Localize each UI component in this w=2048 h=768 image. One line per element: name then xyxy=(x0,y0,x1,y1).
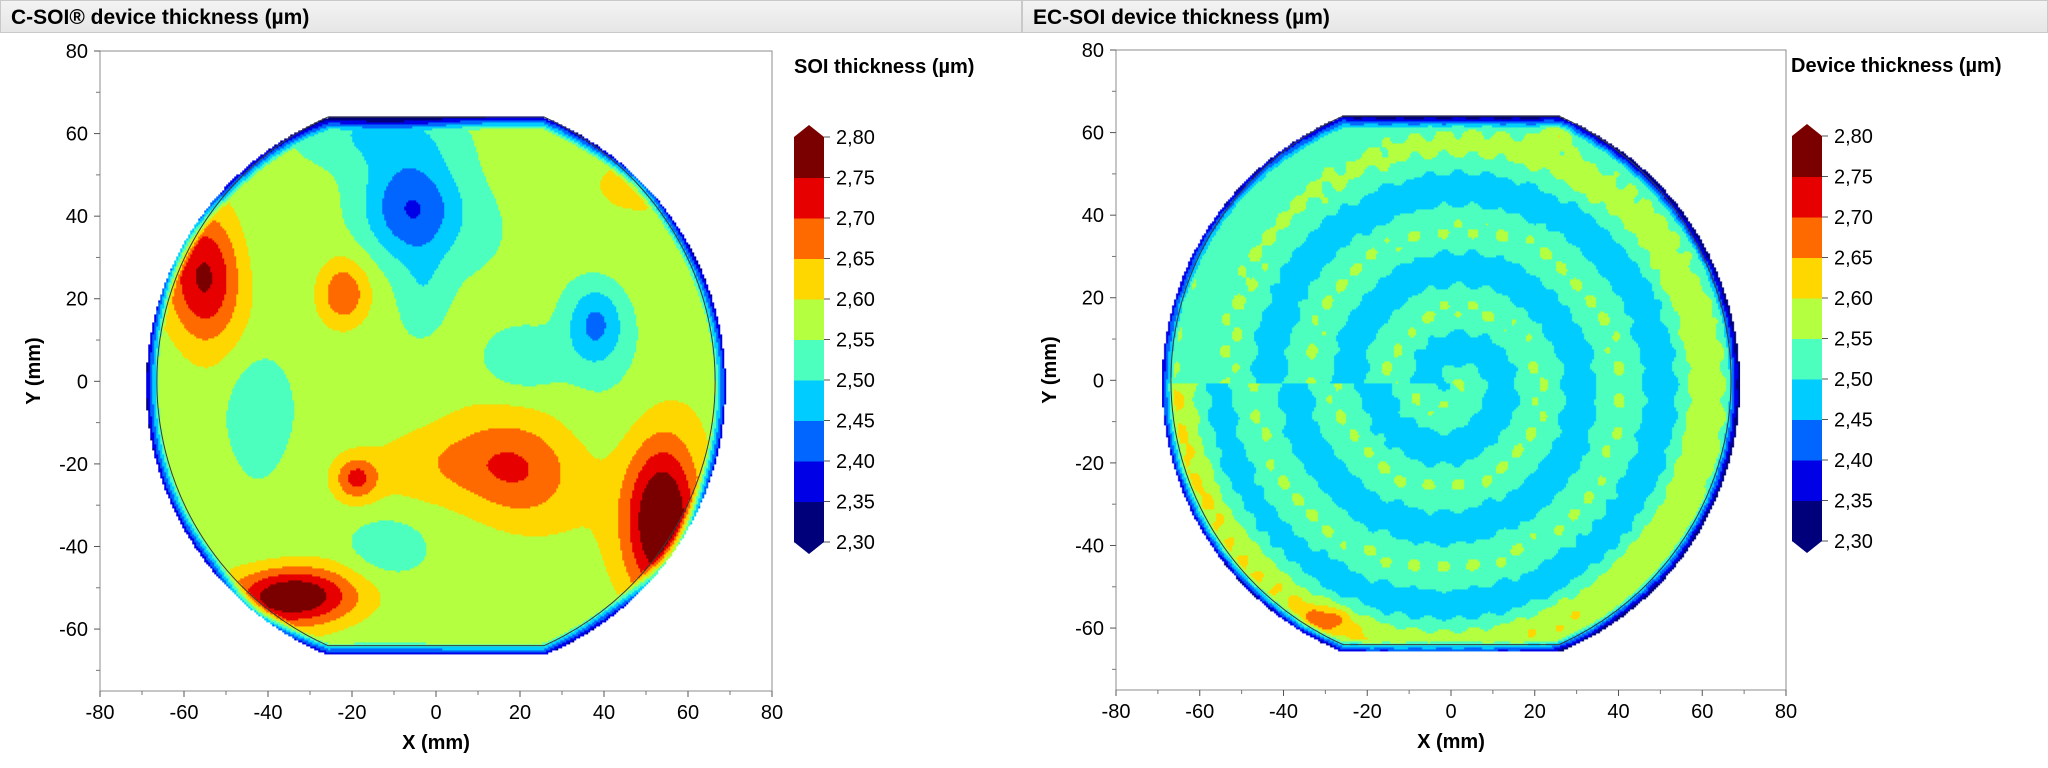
x-tick-label: 40 xyxy=(1607,701,1629,723)
colorbar-segment xyxy=(1792,136,1822,177)
y-tick-label: 0 xyxy=(77,371,88,393)
x-tick-label: 0 xyxy=(430,702,441,724)
x-tick-label: -40 xyxy=(254,702,283,724)
x-tick-label: 20 xyxy=(509,702,531,724)
colorbar-label: 2,45 xyxy=(1834,410,1873,432)
colorbar-bottom-cap xyxy=(1792,541,1822,553)
left-panel-title: C-SOI® device thickness (µm) xyxy=(0,0,1022,33)
colorbar-label: 2,75 xyxy=(1834,167,1873,189)
colorbar-segment xyxy=(794,218,824,259)
thickness-heatmap xyxy=(146,96,727,677)
y-tick-label: 40 xyxy=(66,206,88,228)
colorbar-segment xyxy=(794,380,824,421)
colorbar-segment xyxy=(1792,176,1822,218)
x-tick-label: -80 xyxy=(86,702,115,724)
colorbar-segment xyxy=(794,137,824,178)
colorbar-label: 2,65 xyxy=(836,249,875,271)
colorbar-segment xyxy=(794,177,824,219)
colorbar-label: 2,30 xyxy=(836,532,875,554)
y-tick-label: 60 xyxy=(66,124,88,146)
y-tick-label: 20 xyxy=(1082,288,1104,310)
x-tick-label: 60 xyxy=(1691,701,1713,723)
colorbar-title: SOI thickness (µm) xyxy=(794,56,974,78)
colorbar-segment xyxy=(1792,379,1822,420)
y-tick-label: 40 xyxy=(1082,205,1104,227)
ec-soi-thickness-map: -80 -60 -40 -20 0 20 40 60 80 -60 -40 -20 0 20 40 60 80 X… xyxy=(1039,40,2002,753)
x-tick-label: 20 xyxy=(1524,701,1546,723)
x-tick-label: -20 xyxy=(338,702,367,724)
y-tick-label: 0 xyxy=(1093,370,1104,392)
colorbar-label: 2,40 xyxy=(836,451,875,473)
y-tick-label: 60 xyxy=(1082,123,1104,145)
x-axis-label: X (mm) xyxy=(402,732,470,754)
x-tick-label: -80 xyxy=(1102,701,1131,723)
y-axis-label: Y (mm) xyxy=(23,337,45,404)
x-tick-label: 0 xyxy=(1445,701,1456,723)
y-tick-label: -20 xyxy=(59,454,88,476)
x-tick-label: -60 xyxy=(1185,701,1214,723)
colorbar-top-cap xyxy=(1792,124,1822,136)
y-tick-label: -60 xyxy=(59,619,88,641)
x-tick-label: 80 xyxy=(1775,701,1797,723)
wafer-outline xyxy=(156,116,716,647)
colorbar-label: 2,55 xyxy=(836,330,875,352)
colorbar-segment xyxy=(794,258,824,300)
x-tick-label: 60 xyxy=(677,702,699,724)
y-tick-label: -40 xyxy=(59,536,88,558)
thickness-heatmap xyxy=(1162,95,1741,674)
colorbar-label: 2,60 xyxy=(1834,288,1873,310)
colorbar-label: 2,65 xyxy=(1834,248,1873,270)
y-tick-label: -60 xyxy=(1075,618,1104,640)
colorbar-title: Device thickness (µm) xyxy=(1791,55,2002,77)
colorbar-label: 2,40 xyxy=(1834,450,1873,472)
colorbar-label: 2,50 xyxy=(1834,369,1873,391)
colorbar-label: 2,30 xyxy=(1834,531,1873,553)
y-tick-label: -20 xyxy=(1075,453,1104,475)
colorbar-label: 2,70 xyxy=(836,208,875,230)
colorbar-segment xyxy=(794,420,824,462)
colorbar-segment xyxy=(794,339,824,381)
colorbar-segment xyxy=(1792,419,1822,461)
colorbar-segment xyxy=(794,461,824,502)
wafer-outline xyxy=(1170,115,1732,646)
colorbar-label: 2,70 xyxy=(1834,207,1873,229)
x-tick-label: -40 xyxy=(1269,701,1298,723)
colorbar-label: 2,80 xyxy=(1834,126,1873,148)
colorbar-label: 2,35 xyxy=(836,492,875,514)
x-tick-label: 80 xyxy=(761,702,783,724)
colorbar-label: 2,45 xyxy=(836,411,875,433)
colorbar-segment xyxy=(1792,460,1822,501)
c-soi-thickness-map: -80 -60 -40 -20 0 20 40 60 80 -60 -40 -20 0 20 40 60 80 X… xyxy=(23,41,974,754)
colorbar-segment xyxy=(1792,217,1822,258)
colorbar-bottom-cap xyxy=(794,542,824,554)
y-tick-label: 20 xyxy=(66,289,88,311)
y-tick-label: 80 xyxy=(1082,40,1104,62)
colorbar-label: 2,50 xyxy=(836,370,875,392)
colorbar-segment xyxy=(1792,500,1822,542)
colorbar-segment xyxy=(794,299,824,340)
colorbar-segment xyxy=(1792,338,1822,380)
colorbar-label: 2,60 xyxy=(836,289,875,311)
y-tick-label: -40 xyxy=(1075,535,1104,557)
colorbar-label: 2,35 xyxy=(1834,491,1873,513)
colorbar-label: 2,55 xyxy=(1834,329,1873,351)
x-axis-label: X (mm) xyxy=(1417,731,1485,753)
y-axis-label: Y (mm) xyxy=(1039,336,1061,403)
x-tick-label: -20 xyxy=(1353,701,1382,723)
colorbar-segment xyxy=(1792,257,1822,299)
x-tick-label: -60 xyxy=(170,702,199,724)
colorbar-top-cap xyxy=(794,125,824,137)
right-panel-title: EC-SOI device thickness (µm) xyxy=(1022,0,2048,33)
colorbar-label: 2,75 xyxy=(836,168,875,190)
y-tick-label: 80 xyxy=(66,41,88,63)
colorbar-label: 2,80 xyxy=(836,127,875,149)
colorbar-segment xyxy=(1792,298,1822,339)
x-tick-label: 40 xyxy=(593,702,615,724)
colorbar-segment xyxy=(794,501,824,543)
